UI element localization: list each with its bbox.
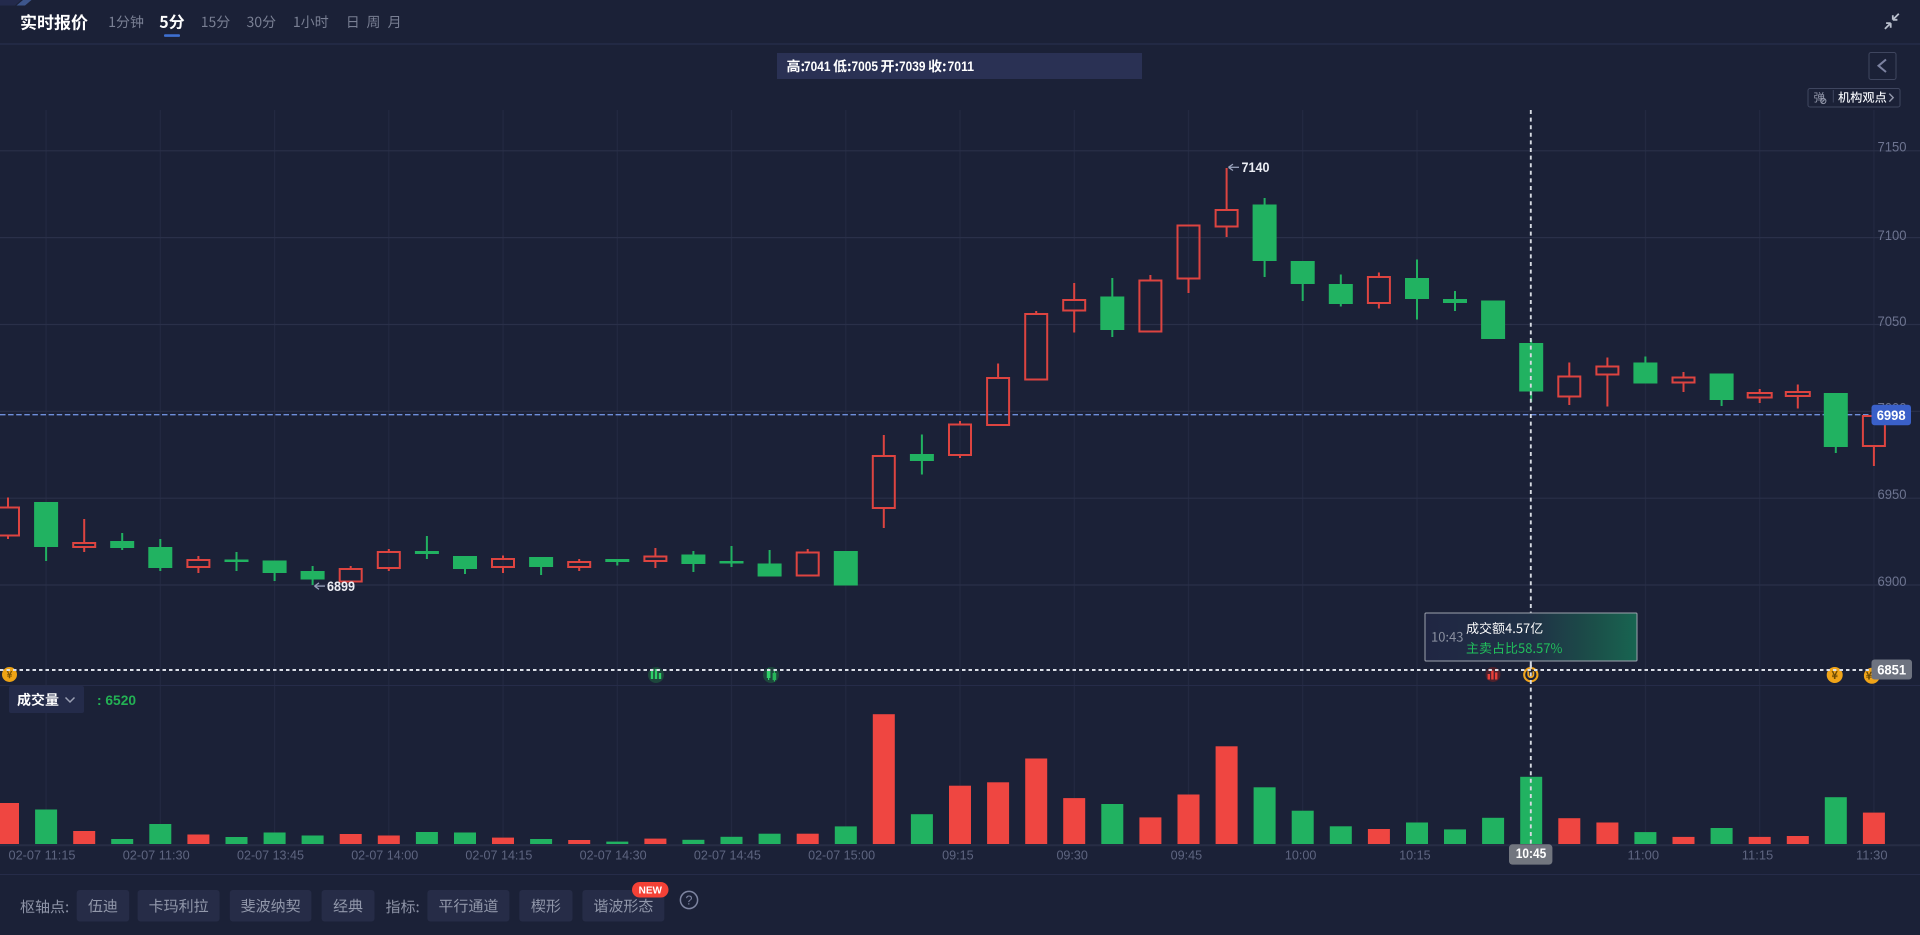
svg-text:7005: 7005 (852, 59, 879, 74)
svg-text:6851: 6851 (1877, 662, 1906, 678)
svg-text:7041: 7041 (804, 59, 831, 74)
svg-text:6998: 6998 (1877, 407, 1906, 423)
svg-text:02-07 13:45: 02-07 13:45 (237, 848, 304, 863)
svg-text:10:00: 10:00 (1285, 848, 1317, 863)
svg-text:7100: 7100 (1878, 227, 1907, 243)
svg-text:02-07 14:30: 02-07 14:30 (580, 848, 647, 863)
svg-text:02-07 14:00: 02-07 14:00 (351, 848, 418, 863)
svg-text:09:45: 09:45 (1171, 848, 1203, 863)
svg-text:02-07 15:00: 02-07 15:00 (808, 848, 875, 863)
svg-text:11:00: 11:00 (1628, 848, 1660, 863)
svg-text:02-07 11:30: 02-07 11:30 (123, 848, 190, 863)
svg-text:11:15: 11:15 (1742, 848, 1774, 863)
svg-text:6950: 6950 (1878, 486, 1907, 502)
svg-text:NEW: NEW (639, 885, 663, 896)
svg-text:: 6520: : 6520 (97, 692, 136, 708)
svg-text:09:15: 09:15 (942, 848, 974, 863)
svg-text:7011: 7011 (948, 59, 975, 74)
svg-text:7050: 7050 (1878, 313, 1907, 329)
svg-text:10:15: 10:15 (1399, 848, 1431, 863)
svg-text:02-07 14:15: 02-07 14:15 (465, 848, 532, 863)
svg-text:02-07 11:15: 02-07 11:15 (9, 848, 76, 863)
svg-text:6899: 6899 (327, 579, 355, 594)
svg-text:7140: 7140 (1242, 160, 1270, 175)
svg-text:02-07 14:45: 02-07 14:45 (694, 848, 761, 863)
svg-text:11:30: 11:30 (1856, 848, 1888, 863)
svg-text:7039: 7039 (899, 59, 926, 74)
svg-text:09:30: 09:30 (1056, 848, 1088, 863)
svg-text:?: ? (686, 894, 693, 908)
svg-text:6900: 6900 (1878, 573, 1907, 589)
svg-text:10:45: 10:45 (1516, 845, 1547, 861)
svg-text:7150: 7150 (1878, 139, 1907, 155)
